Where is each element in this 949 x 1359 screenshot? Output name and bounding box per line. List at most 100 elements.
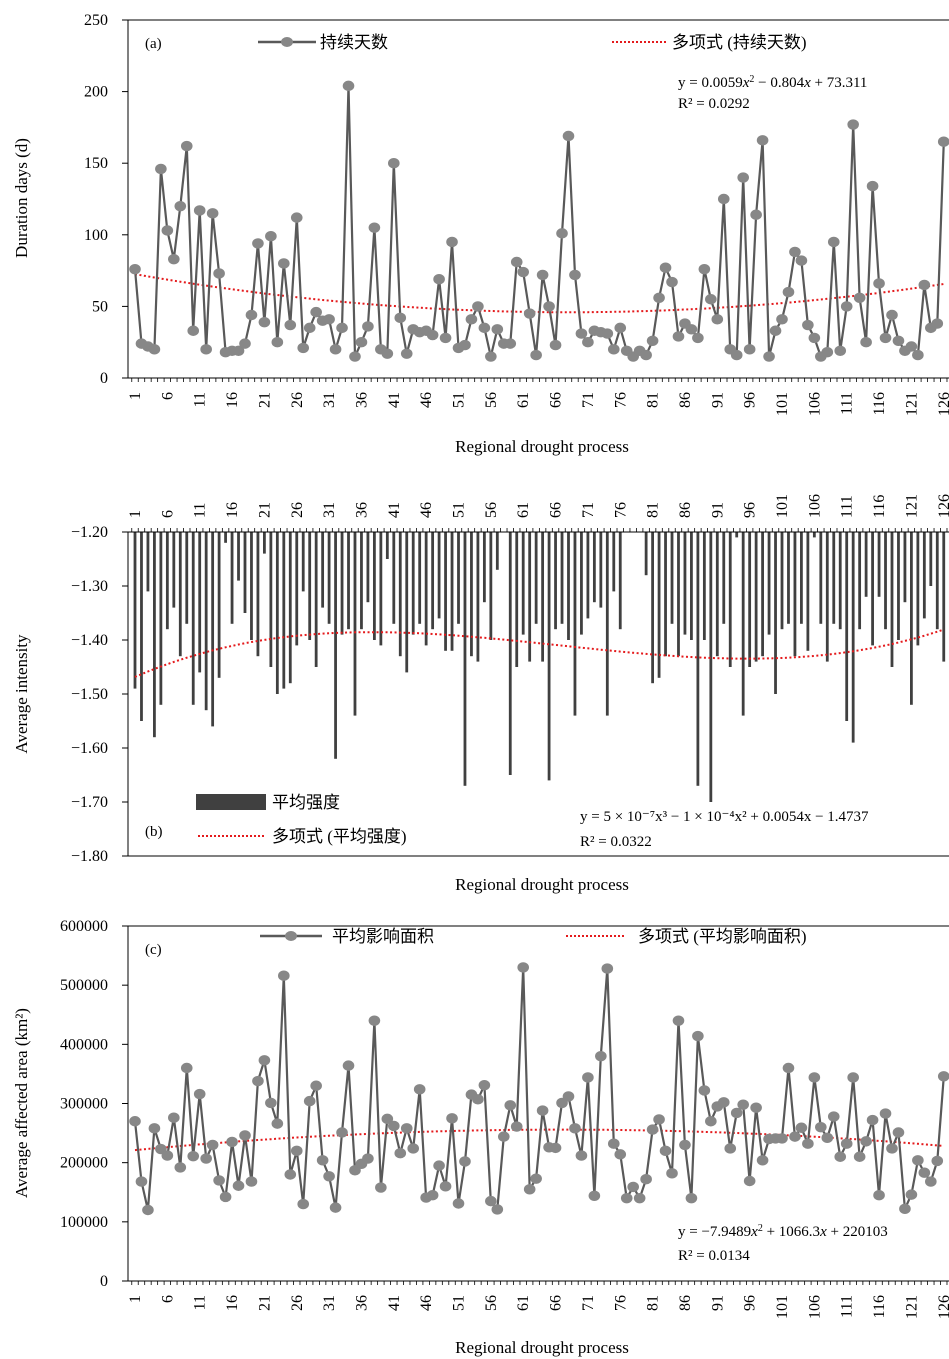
bar — [263, 532, 266, 554]
bar — [702, 532, 706, 640]
data-point — [782, 286, 795, 298]
panel-a-legend-trend-label: 多项式 (持续天数) — [672, 33, 807, 52]
bar — [618, 532, 622, 630]
data-point — [245, 1176, 258, 1187]
panel-b-y-axis-label: Average intensity — [12, 634, 31, 754]
data-point — [349, 351, 361, 362]
data-point — [879, 332, 892, 344]
data-point — [271, 337, 284, 348]
data-point — [776, 314, 788, 325]
y-tick-label: −1.60 — [71, 740, 108, 757]
data-point — [187, 1150, 200, 1162]
x-tick-label: 16 — [224, 392, 241, 408]
data-point — [931, 1155, 944, 1167]
bar — [851, 532, 855, 743]
x-tick-label: 116 — [871, 1295, 888, 1318]
data-point — [400, 348, 413, 359]
panel-b-legend: 平均强度 多项式 (平均强度) — [196, 793, 407, 846]
series-line — [133, 967, 945, 1214]
x-tick-label: 51 — [451, 1295, 468, 1311]
bar — [444, 532, 447, 651]
bar — [437, 532, 441, 619]
x-tick-label: 26 — [289, 1295, 306, 1311]
x-tick-label: 1 — [127, 392, 144, 400]
x-tick-label: 91 — [709, 392, 726, 408]
data-point — [737, 172, 749, 183]
x-tick-label: 106 — [806, 494, 823, 518]
data-point — [730, 349, 743, 361]
data-point — [834, 1151, 847, 1162]
data-point — [523, 308, 536, 319]
data-point — [543, 301, 555, 312]
panel-a-tag: (a) — [145, 36, 162, 52]
bar — [864, 532, 868, 597]
bar — [890, 532, 894, 667]
bar — [398, 532, 402, 657]
data-point — [504, 338, 517, 349]
data-point — [446, 236, 458, 248]
data-point — [672, 331, 685, 342]
x-tick-label: 21 — [256, 1295, 273, 1311]
data-point — [640, 349, 652, 361]
bar — [165, 532, 169, 630]
bar — [838, 532, 842, 630]
x-tick-label: 71 — [580, 392, 597, 408]
panel-a-legend: 持续天数 多项式 (持续天数) — [258, 33, 807, 52]
bar — [301, 532, 305, 592]
bar — [476, 532, 480, 662]
x-tick-label: 36 — [353, 502, 370, 518]
bar — [321, 532, 325, 608]
bar — [153, 532, 156, 738]
y-tick-label: 600000 — [60, 918, 108, 935]
data-point — [303, 1095, 316, 1107]
data-point — [219, 1191, 232, 1203]
data-point — [873, 1190, 885, 1201]
data-point — [252, 1075, 264, 1087]
bar — [735, 532, 739, 538]
bar — [178, 532, 182, 657]
bar — [204, 532, 208, 711]
bar — [385, 532, 389, 559]
x-tick-label: 91 — [709, 1295, 726, 1311]
data-point — [595, 1050, 607, 1062]
bar — [159, 532, 163, 705]
data-point — [918, 279, 931, 291]
bar — [405, 532, 409, 673]
data-point — [180, 140, 193, 152]
bar — [560, 532, 564, 624]
data-point — [239, 1130, 251, 1141]
data-point — [168, 253, 180, 265]
data-point — [323, 314, 335, 325]
bar — [605, 532, 609, 716]
data-point — [802, 1138, 814, 1149]
x-tick-label: 56 — [483, 392, 500, 408]
x-tick-label: 81 — [645, 1295, 662, 1311]
panel-c-legend-series-marker — [285, 931, 297, 941]
bar — [360, 532, 363, 630]
bar — [133, 532, 137, 689]
x-tick-label: 86 — [677, 392, 694, 408]
data-point — [388, 1120, 400, 1132]
data-point — [827, 1111, 840, 1122]
panel-c-tag: (c) — [145, 942, 162, 958]
panel-c-trend-equation: y = −7.9489x2 + 1066.3x + 220103 — [678, 1223, 888, 1241]
x-tick-label: 81 — [645, 392, 662, 408]
data-point — [155, 163, 167, 175]
bar — [334, 532, 337, 759]
x-tick-label: 11 — [192, 1295, 209, 1310]
x-tick-label: 1 — [127, 510, 144, 518]
x-tick-label: 31 — [321, 392, 338, 408]
data-point — [213, 1175, 225, 1186]
data-point — [290, 1145, 303, 1157]
data-point — [789, 246, 801, 258]
x-tick-label: 6 — [159, 392, 176, 400]
bar — [288, 532, 292, 684]
data-point — [362, 1153, 374, 1164]
data-point — [633, 1192, 646, 1204]
data-point — [866, 1114, 879, 1126]
data-point — [245, 309, 258, 321]
bar — [942, 532, 946, 662]
data-point — [802, 319, 814, 331]
x-tick-label: 126 — [936, 494, 949, 518]
data-point — [336, 1127, 348, 1138]
